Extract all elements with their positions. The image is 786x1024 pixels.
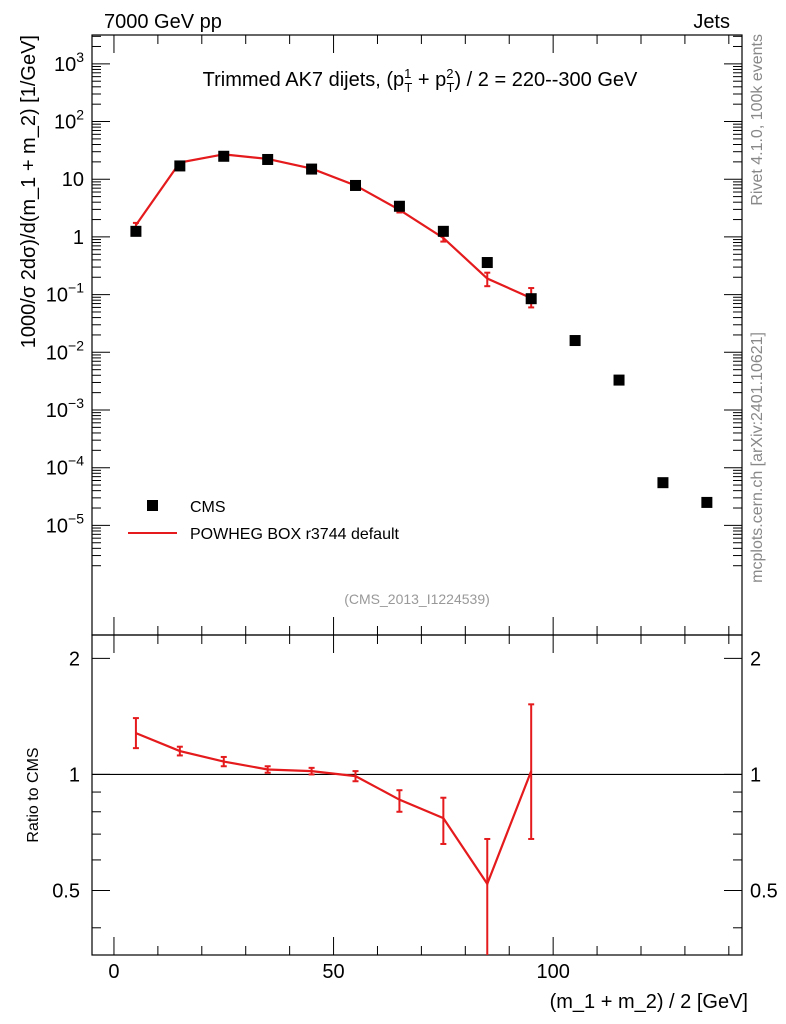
cms-data-point [437, 225, 449, 237]
legend: CMS POWHEG BOX r3744 default [128, 499, 400, 543]
ratio-y-tick-label: 2 [69, 648, 80, 670]
mcplots-label: mcplots.cern.ch [arXiv:2401.10621] [749, 332, 766, 583]
rivet-version-label: Rivet 4.1.0, 100k events [749, 34, 766, 206]
y-tick-label: 1 [73, 227, 84, 249]
ratio-y-axis-ticks: 0.5 0.5 1 1 2 2 [52, 648, 778, 929]
legend-powheg-label: POWHEG BOX r3744 default [190, 526, 400, 543]
main-y-axis-ticks: 10−5 10−4 10−3 10−2 10−1 1 10 102 103 [46, 35, 742, 567]
cms-data-point [393, 200, 405, 212]
ratio-y-tick-label-right: 0.5 [750, 880, 778, 902]
cms-data-point [262, 153, 274, 165]
y-axis-label: 1000/σ 2dσ)/d(m_1 + m_2) [1/GeV] [18, 35, 40, 348]
cms-data-point [350, 179, 362, 191]
legend-cms-marker [147, 500, 158, 511]
cms-data-point [569, 335, 581, 347]
x-tick-label: 0 [108, 961, 119, 983]
ratio-y-axis-label: Ratio to CMS [25, 747, 42, 842]
x-axis-label: (m_1 + m_2) / 2 [GeV] [550, 991, 748, 1013]
cms-data-point [525, 293, 537, 305]
x-tick-label: 100 [536, 961, 569, 983]
y-tick-label: 10−3 [46, 395, 84, 422]
cms-data-point [481, 257, 493, 269]
energy-label: 7000 GeV pp [104, 11, 222, 33]
chart-title: Trimmed AK7 dijets, (p1 T + p2 T) / 2 = 22… [203, 66, 638, 95]
cms-data-point [130, 225, 142, 237]
cms-data-point [613, 374, 625, 386]
y-tick-label: 10−4 [46, 453, 84, 480]
cms-data-point [657, 477, 669, 489]
y-tick-label: 10−1 [46, 280, 84, 307]
cms-data-point [218, 150, 230, 162]
analysis-id-label: (CMS_2013_I1224539) [344, 591, 490, 607]
y-tick-label: 102 [54, 107, 84, 134]
main-data-layer [130, 150, 713, 508]
ratio-line [135, 732, 533, 887]
ratio-x-axis-ticks: 0 50 100 [108, 635, 730, 983]
ratio-data-layer [92, 703, 742, 955]
ratio-y-tick-label-right: 2 [750, 648, 761, 670]
cms-data-point [306, 163, 318, 175]
y-tick-label: 10 [62, 169, 84, 191]
cms-data-point [701, 496, 713, 508]
ratio-y-tick-label: 1 [69, 764, 80, 786]
legend-cms-label: CMS [190, 499, 226, 516]
y-tick-label: 10−2 [46, 337, 84, 364]
category-label: Jets [693, 11, 730, 33]
x-tick-label: 50 [322, 961, 344, 983]
main-panel-frame [91, 34, 743, 636]
ratio-y-tick-label-right: 1 [750, 764, 761, 786]
ratio-y-tick-label: 0.5 [52, 880, 80, 902]
y-tick-label: 10−5 [46, 510, 84, 537]
main-x-axis-ticks [113, 35, 730, 635]
y-tick-label: 103 [54, 49, 84, 76]
ratio-panel-frame [91, 634, 743, 956]
cms-data-point [174, 160, 186, 172]
powheg-line [135, 153, 532, 300]
